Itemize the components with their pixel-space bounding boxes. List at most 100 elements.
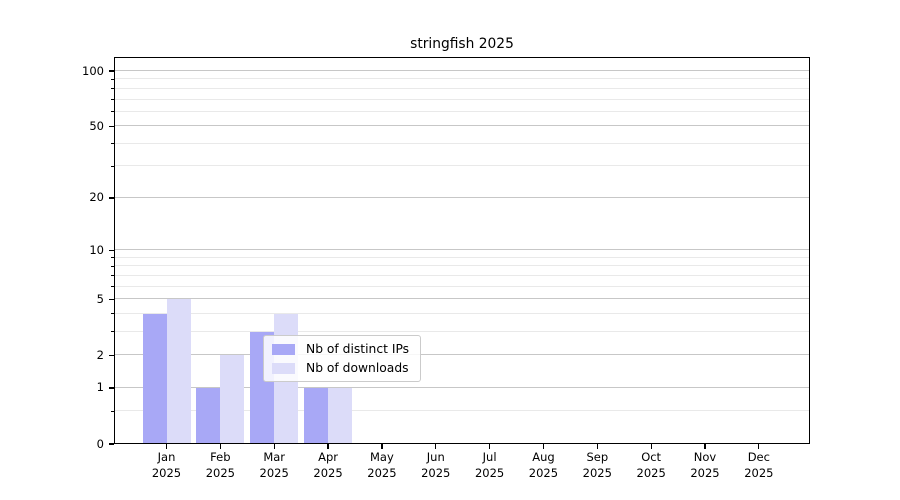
x-tick-label-sep: Sep 2025 (570, 450, 624, 481)
x-tick-may (381, 444, 383, 449)
x-tick-label-oct: Oct 2025 (624, 450, 678, 481)
y-gridline-minor-60 (114, 110, 810, 112)
y-tick-50 (109, 125, 114, 127)
y-tick-20 (109, 197, 114, 199)
y-tick-10 (109, 249, 114, 251)
x-tick-label-line: 2025 (205, 465, 235, 480)
bar-downloads-jan (166, 299, 191, 444)
y-minor-tick-70 (111, 98, 114, 100)
x-tick-label-line: 2025 (313, 465, 343, 480)
x-tick-feb (219, 444, 221, 449)
x-tick-label-line: Jul (482, 450, 497, 464)
x-tick-dec (758, 444, 760, 449)
y-tick-label-10: 10 (89, 242, 104, 257)
y-gridline-minor-0.5 (114, 410, 810, 412)
x-tick-label-line: 2025 (151, 465, 182, 480)
x-tick-label-jul: Jul 2025 (463, 450, 517, 481)
legend-label-downloads: Nb of downloads (306, 361, 409, 375)
y-tick-0 (109, 443, 114, 445)
bar-distinct-ips-jan (142, 313, 167, 444)
y-tick-label-5: 5 (96, 291, 104, 306)
y-gridline-minor-7 (114, 274, 810, 276)
y-minor-tick-0.5 (111, 410, 114, 412)
legend-label-distinct-ips: Nb of distinct IPs (306, 342, 410, 356)
bar-distinct-ips-apr (304, 387, 329, 444)
y-gridline-5 (114, 298, 810, 300)
y-minor-tick-6 (111, 286, 114, 288)
y-gridline-minor-6 (114, 285, 810, 287)
y-gridline-minor-30 (114, 165, 810, 167)
y-gridline-minor-9 (114, 256, 810, 258)
y-minor-tick-4 (111, 313, 114, 315)
x-tick-sep (596, 444, 598, 449)
y-minor-tick-9 (111, 257, 114, 259)
x-tick-label-nov: Nov 2025 (678, 450, 732, 481)
x-tick-nov (704, 444, 706, 449)
y-tick-label-2: 2 (96, 347, 104, 362)
y-gridline-10 (114, 249, 810, 251)
y-gridline-minor-4 (114, 312, 810, 314)
plot-area (114, 57, 810, 444)
x-tick-label-line: Jun (426, 450, 445, 464)
legend-item-downloads: Nb of downloads (272, 361, 409, 375)
x-tick-label-may: May 2025 (355, 450, 409, 481)
x-tick-label-line: Nov (693, 450, 717, 464)
legend-item-distinct-ips: Nb of distinct IPs (272, 342, 409, 356)
x-tick-label-line: Apr (318, 450, 338, 464)
x-tick-label-apr: Apr 2025 (301, 450, 355, 481)
y-minor-tick-80 (111, 88, 114, 90)
bar-downloads-feb (220, 355, 245, 444)
x-tick-label-line: 2025 (474, 465, 505, 480)
x-tick-label-line: Oct (641, 450, 662, 464)
y-gridline-2 (114, 354, 810, 356)
x-tick-label-line: Aug (532, 450, 555, 464)
y-gridline-50 (114, 125, 810, 127)
y-gridline-minor-80 (114, 87, 810, 89)
x-tick-label-feb: Feb 2025 (193, 450, 247, 481)
y-tick-label-100: 100 (82, 63, 104, 78)
y-gridline-minor-90 (114, 78, 810, 80)
y-minor-tick-90 (111, 78, 114, 80)
legend-swatch-downloads (272, 362, 295, 374)
x-tick-label-dec: Dec 2025 (732, 450, 786, 481)
x-tick-label-line: Mar (263, 450, 286, 464)
x-tick-jul (488, 444, 491, 449)
y-gridline-minor-3 (114, 330, 810, 332)
x-tick-label-line: Dec (747, 450, 770, 464)
legend-swatch-distinct-ips (272, 343, 295, 355)
x-tick-label-line: 2025 (744, 465, 774, 480)
x-tick-label-line: 2025 (259, 465, 289, 480)
x-tick-label-line: 2025 (636, 465, 666, 480)
y-tick-label-0: 0 (96, 436, 104, 451)
x-tick-apr (327, 444, 329, 449)
chart-title: stringfish 2025 (410, 36, 514, 52)
y-tick-5 (109, 298, 114, 300)
x-tick-label-line: 2025 (528, 465, 559, 480)
x-tick-label-jun: Jun 2025 (409, 450, 463, 481)
x-tick-label-line: 2025 (367, 465, 397, 480)
x-tick-jan (165, 444, 168, 449)
bar-downloads-apr (328, 387, 353, 444)
y-minor-tick-60 (111, 111, 114, 113)
x-tick-label-line: Feb (210, 450, 231, 464)
y-minor-tick-40 (111, 143, 114, 145)
x-tick-oct (650, 444, 652, 449)
x-tick-label-line: 2025 (690, 465, 720, 480)
y-gridline-minor-8 (114, 265, 810, 267)
y-gridline-minor-70 (114, 98, 810, 100)
y-gridline-minor-40 (114, 142, 810, 144)
y-minor-tick-7 (111, 275, 114, 277)
x-tick-label-mar: Mar 2025 (247, 450, 301, 481)
x-tick-mar (273, 444, 275, 449)
y-tick-1 (109, 387, 114, 389)
x-tick-label-line: 2025 (421, 465, 451, 480)
y-tick-2 (109, 354, 114, 356)
x-tick-label-aug: Aug 2025 (516, 450, 570, 481)
x-tick-jun (435, 444, 437, 449)
y-tick-label-1: 1 (96, 380, 104, 395)
y-gridline-20 (114, 196, 810, 198)
y-gridline-100 (114, 70, 810, 71)
y-minor-tick-30 (111, 165, 114, 167)
x-tick-label-line: Sep (586, 450, 609, 464)
